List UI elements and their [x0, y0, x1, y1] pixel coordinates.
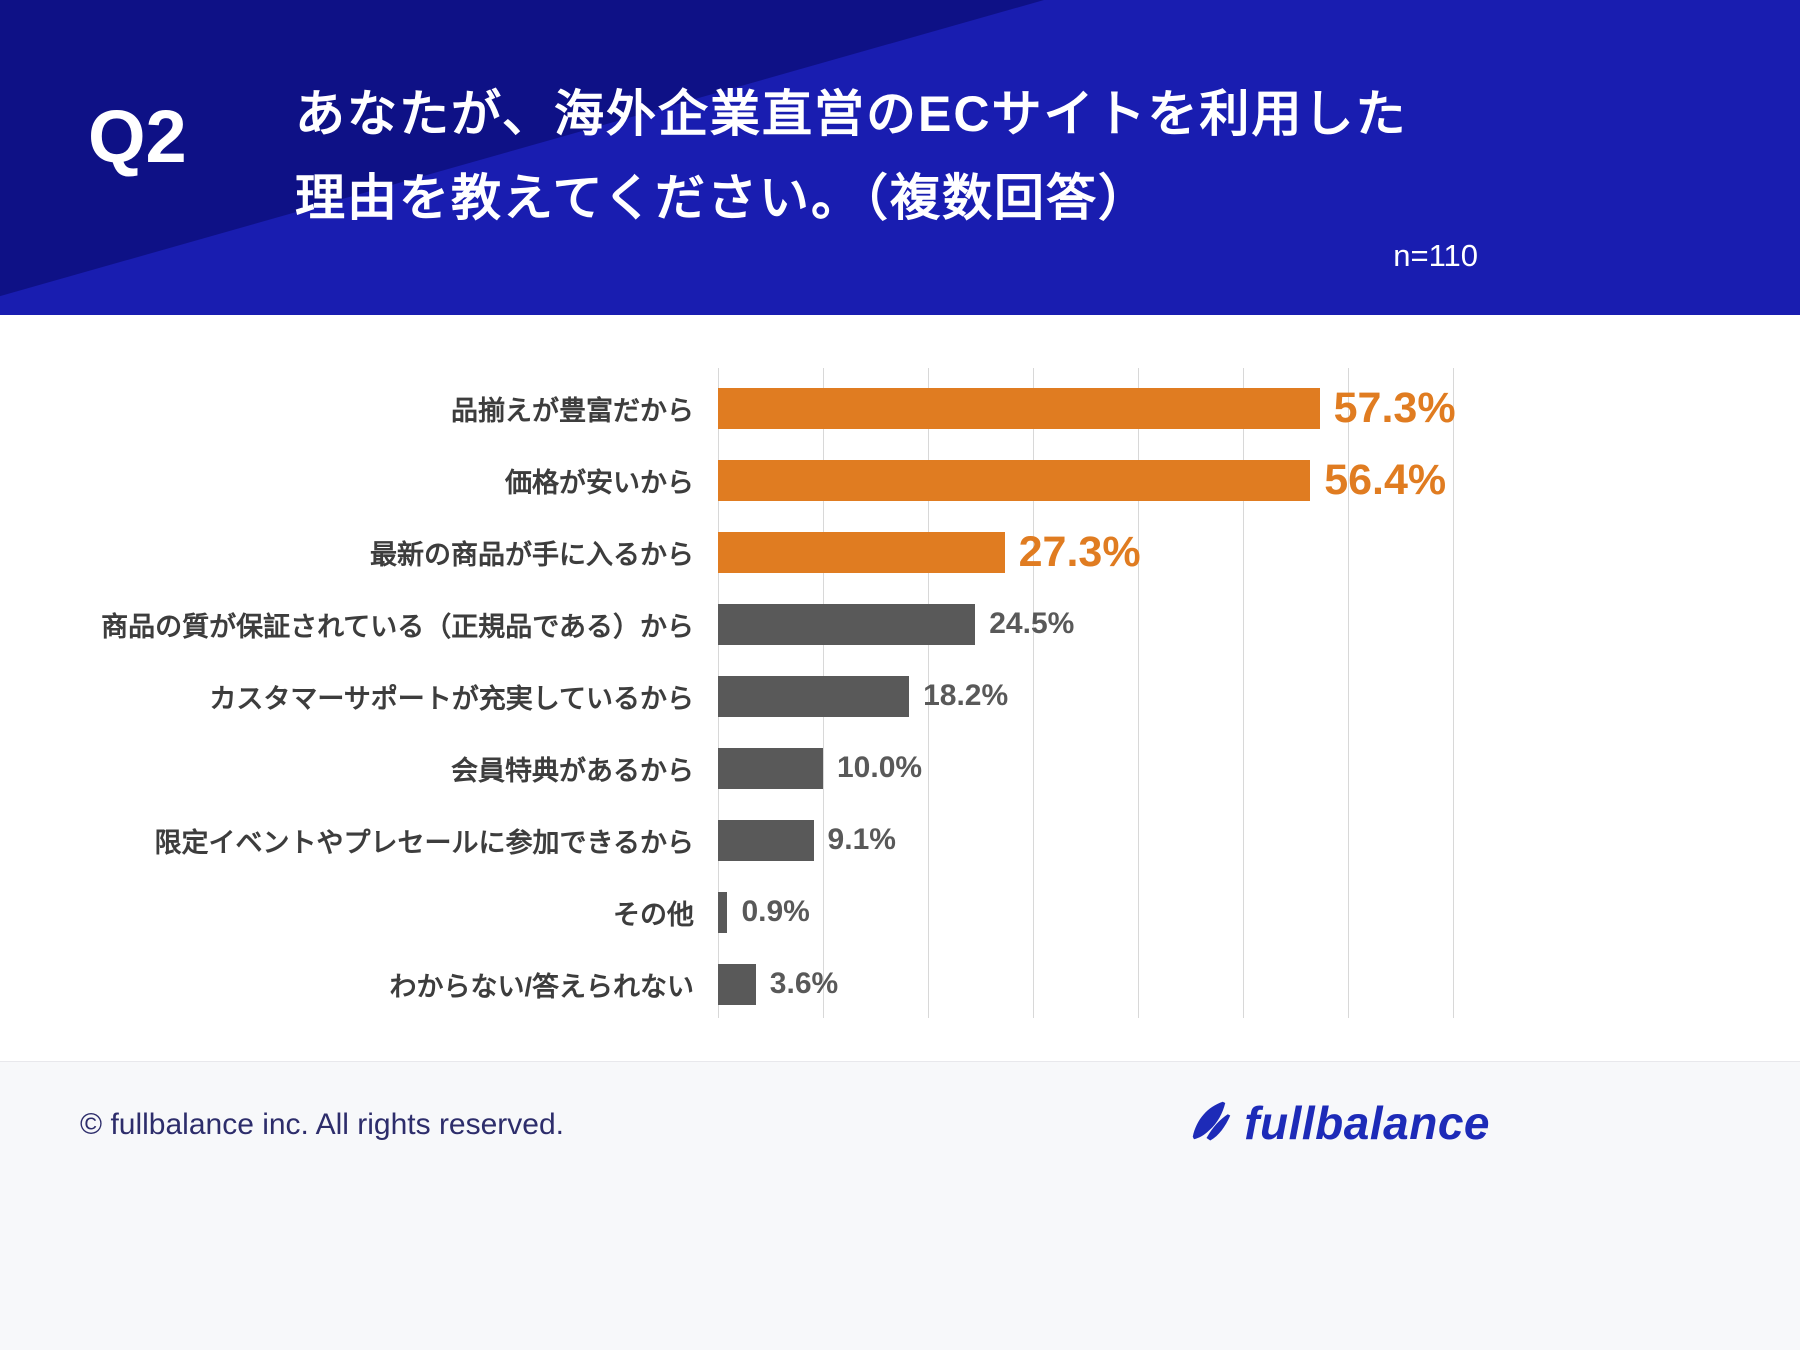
bar-value-label: 27.3%: [1018, 527, 1141, 576]
brand-name: fullbalance: [1244, 1097, 1490, 1149]
bar-value-label: 56.4%: [1324, 455, 1447, 504]
bar-value-label: 57.3%: [1333, 383, 1456, 432]
question-title: あなたが、海外企業直営のECサイトを利用した 理由を教えてください。（複数回答）: [295, 72, 1407, 240]
chart-row: わからない/答えられない 3.6%: [0, 948, 1800, 1020]
bar-area: 27.3%: [718, 516, 1800, 588]
chart-row: 価格が安いから 56.4%: [0, 444, 1800, 516]
bar: [718, 459, 1311, 501]
chart-row: 品揃えが豊富だから 57.3%: [0, 372, 1800, 444]
chart-row: 最新の商品が手に入るから 27.3%: [0, 516, 1800, 588]
category-label: カスタマーサポートが充実しているから: [209, 683, 694, 714]
bar: [718, 387, 1320, 429]
bar-area: 0.9%: [718, 876, 1800, 948]
gridline: [1138, 368, 1139, 1018]
category-label: 会員特典があるから: [451, 755, 694, 786]
question-title-line1: あなたが、海外企業直営のECサイトを利用した: [295, 86, 1408, 142]
bar-value-label: 9.1%: [827, 823, 896, 856]
gridline: [1033, 368, 1034, 1018]
bar-value-label: 0.9%: [741, 895, 810, 928]
chart-rows: 品揃えが豊富だから 57.3% 価格が安いから 56.4% 最新の商品が手に入るから 27…: [0, 372, 1800, 1020]
gridline: [928, 368, 929, 1018]
bar-area: 24.5%: [718, 588, 1800, 660]
bar: [718, 675, 910, 717]
bar-area: 3.6%: [718, 948, 1800, 1020]
copyright-text: © fullbalance inc. All rights reserved.: [80, 1108, 564, 1141]
bar: [718, 819, 814, 861]
question-title-line2: 理由を教えてください。（複数回答）: [295, 170, 1150, 226]
category-label: 商品の質が保証されている（正規品である）から: [101, 611, 694, 642]
gridline: [1243, 368, 1244, 1018]
sample-size: n=110: [1393, 238, 1478, 273]
chart-row: カスタマーサポートが充実しているから 18.2%: [0, 660, 1800, 732]
bar-value-label: 3.6%: [769, 967, 839, 1000]
category-label: 価格が安いから: [505, 467, 694, 498]
bar: [718, 891, 728, 933]
category-label: 限定イベントやプレセールに参加できるから: [154, 827, 694, 858]
slide-header: Q2 あなたが、海外企業直営のECサイトを利用した 理由を教えてください。（複数…: [0, 0, 1800, 315]
bar-area: 18.2%: [718, 660, 1800, 732]
category-label: その他: [613, 899, 694, 930]
feather-icon: [1192, 1101, 1231, 1141]
bar-area: 57.3%: [718, 372, 1800, 444]
slide-footer: © fullbalance inc. All rights reserved. …: [0, 1061, 1800, 1350]
bar: [718, 531, 1005, 573]
chart-row: その他 0.9%: [0, 876, 1800, 948]
chart-row: 会員特典があるから 10.0%: [0, 732, 1800, 804]
bar: [718, 963, 756, 1005]
bar-value-label: 18.2%: [923, 679, 1009, 712]
gridline: [1348, 368, 1349, 1018]
bar-area: 56.4%: [718, 444, 1800, 516]
bar-area: 9.1%: [718, 804, 1800, 876]
bar: [718, 603, 976, 645]
question-number: Q2: [88, 95, 187, 178]
bar-area: 10.0%: [718, 732, 1800, 804]
fullbalance-logo: fullbalance: [1184, 1096, 1490, 1150]
category-label: 品揃えが豊富だから: [451, 395, 694, 426]
gridline: [1453, 368, 1454, 1018]
bar-chart: 品揃えが豊富だから 57.3% 価格が安いから 56.4% 最新の商品が手に入るから 27…: [0, 368, 1800, 1023]
chart-row: 商品の質が保証されている（正規品である）から 24.5%: [0, 588, 1800, 660]
chart-row: 限定イベントやプレセールに参加できるから 9.1%: [0, 804, 1800, 876]
category-label: わからない/答えられない: [389, 971, 694, 1002]
bar-value-label: 24.5%: [989, 607, 1075, 640]
bar-value-label: 10.0%: [837, 751, 923, 784]
bar: [718, 747, 823, 789]
category-label: 最新の商品が手に入るから: [370, 539, 694, 570]
